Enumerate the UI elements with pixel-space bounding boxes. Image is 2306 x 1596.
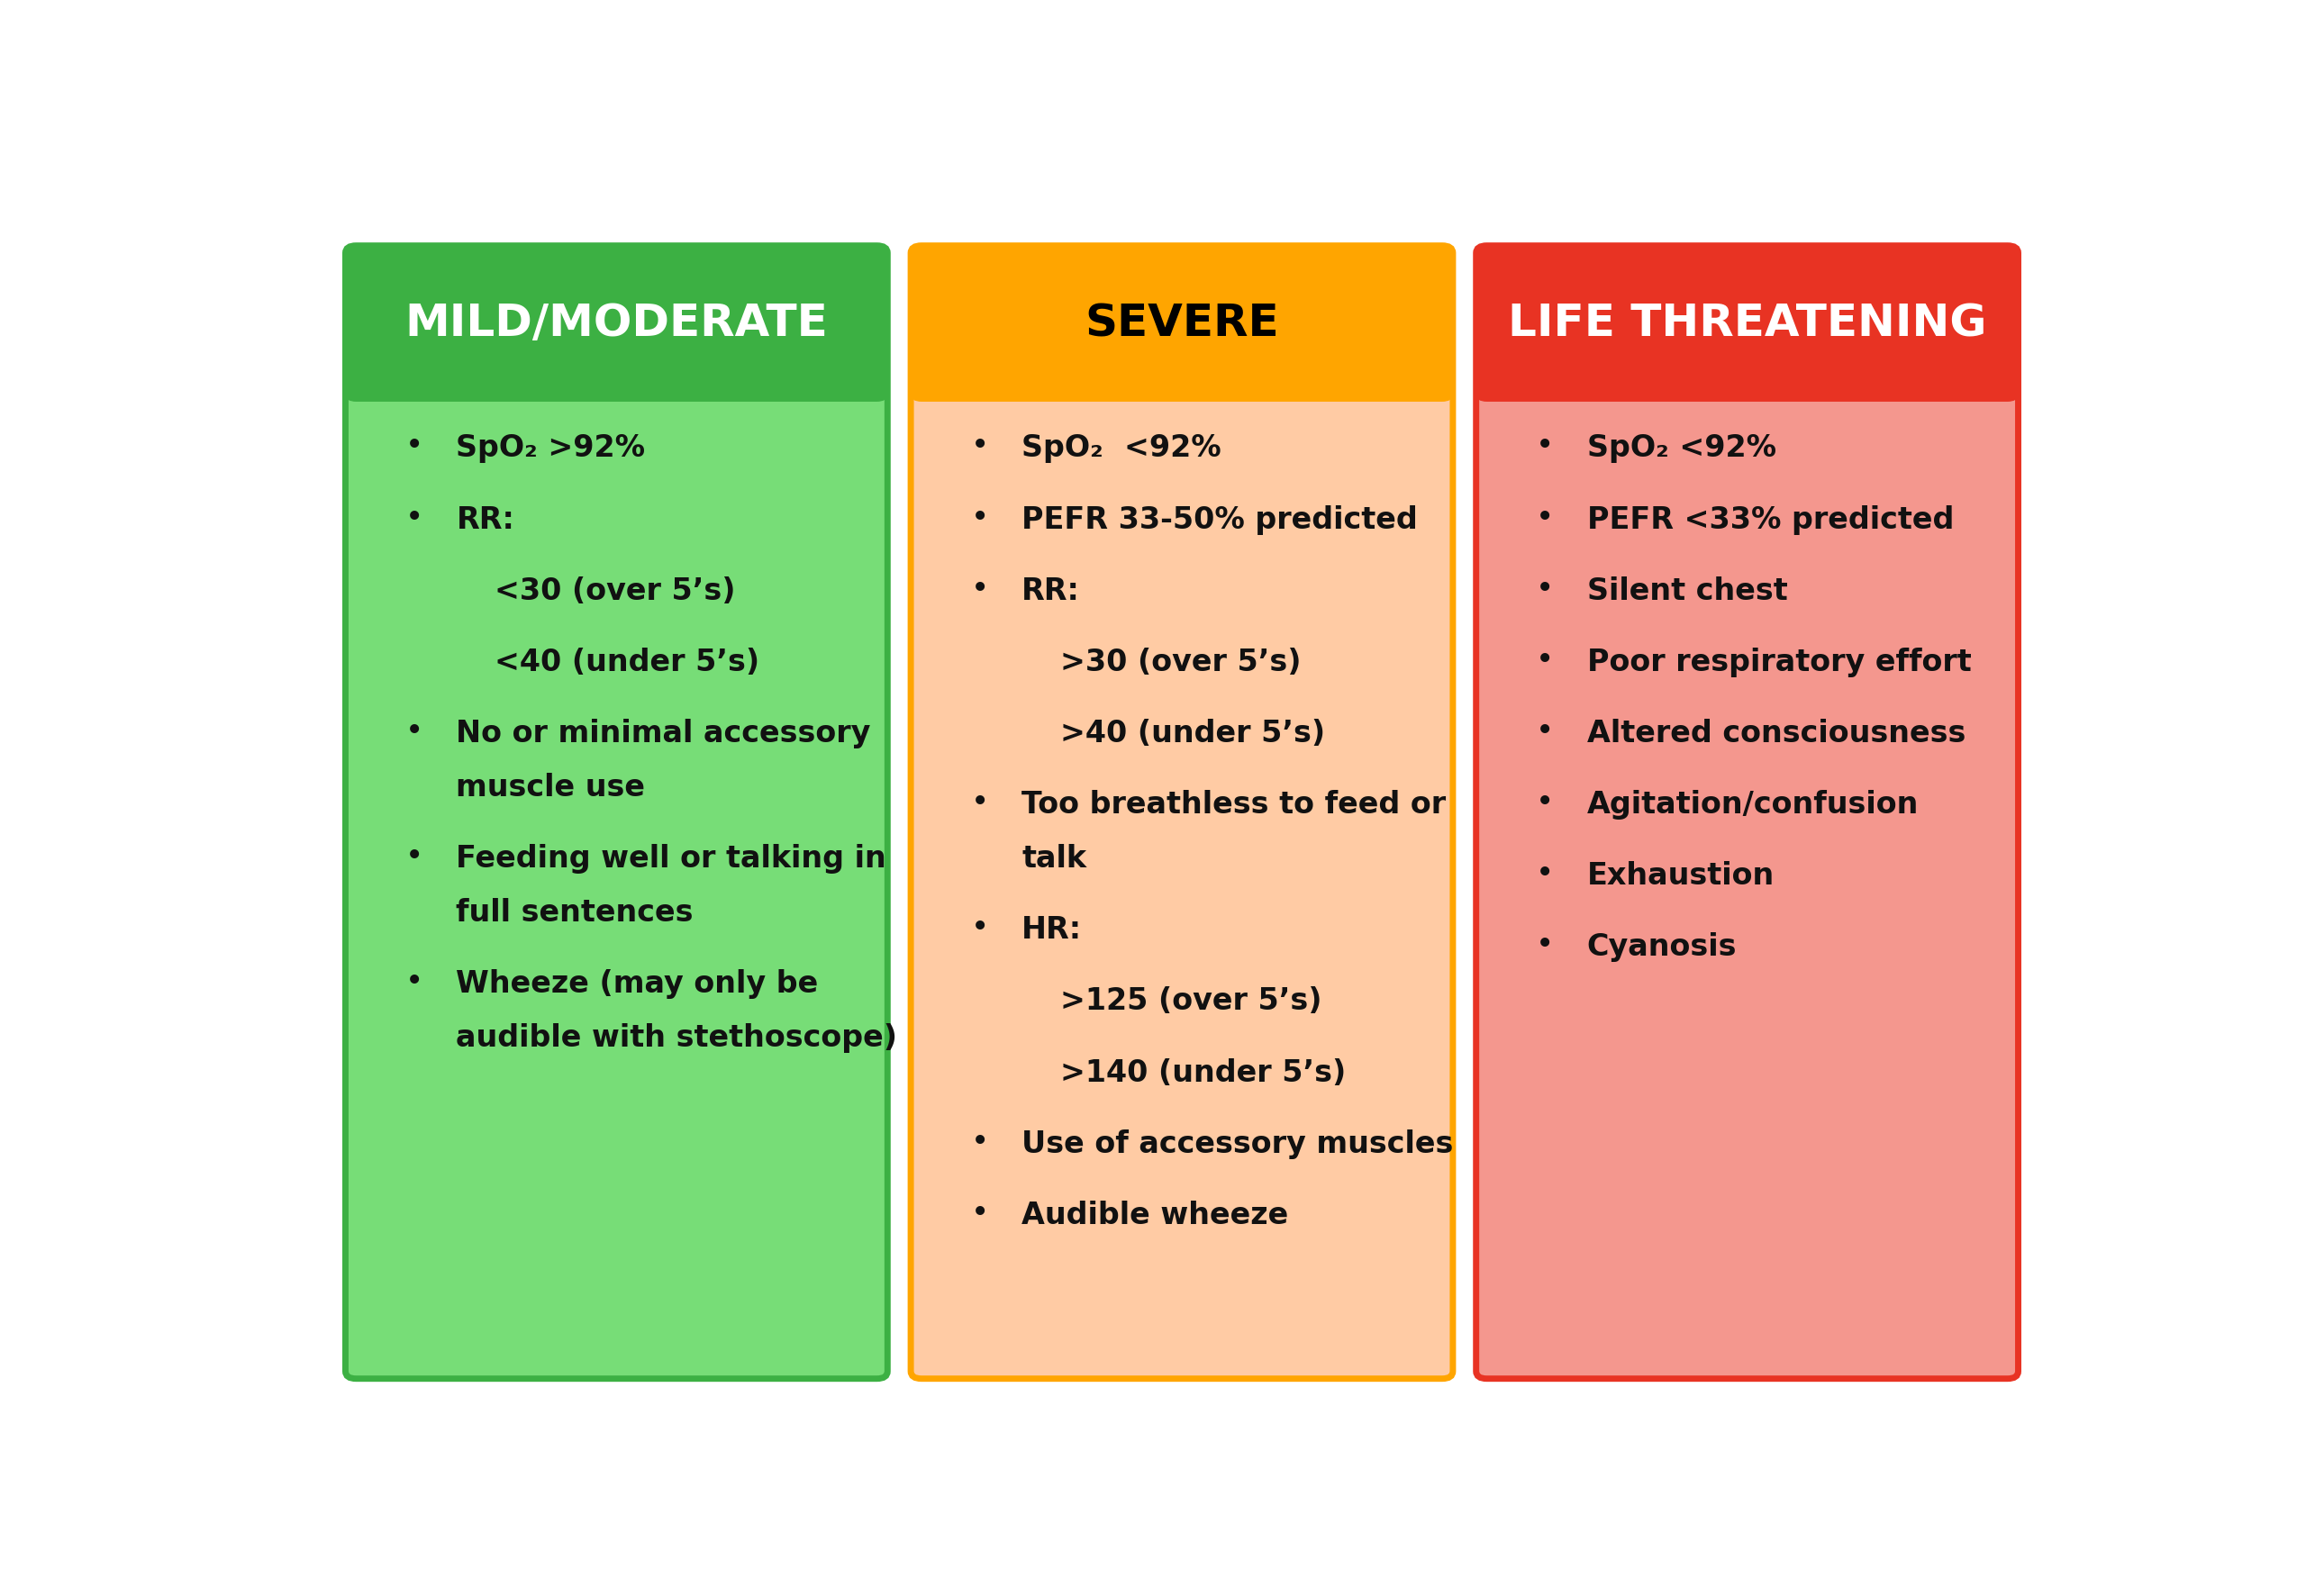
FancyBboxPatch shape [346, 246, 888, 402]
Text: muscle use: muscle use [457, 772, 646, 803]
Text: Audible wheeze: Audible wheeze [1022, 1200, 1289, 1231]
Text: •: • [1536, 718, 1554, 744]
Text: >125 (over 5’s): >125 (over 5’s) [1061, 986, 1321, 1017]
Text: •: • [1536, 576, 1554, 602]
FancyBboxPatch shape [346, 246, 888, 1379]
Text: full sentences: full sentences [457, 899, 694, 927]
Text: HR:: HR: [1022, 916, 1082, 945]
Text: Exhaustion: Exhaustion [1587, 862, 1776, 891]
Text: •: • [1536, 862, 1554, 886]
Text: SEVERE: SEVERE [1084, 302, 1280, 345]
Text: •: • [971, 434, 987, 458]
Text: •: • [1536, 504, 1554, 530]
Text: <40 (under 5’s): <40 (under 5’s) [493, 648, 759, 677]
Text: RR:: RR: [1022, 576, 1079, 606]
Text: Use of accessory muscles: Use of accessory muscles [1022, 1130, 1453, 1159]
Text: •: • [406, 969, 422, 994]
Text: •: • [971, 1200, 987, 1226]
Text: •: • [406, 504, 422, 530]
Text: Poor respiratory effort: Poor respiratory effort [1587, 648, 1972, 677]
Text: LIFE THREATENING: LIFE THREATENING [1508, 302, 1985, 345]
Text: •: • [406, 718, 422, 744]
Text: SpO₂  <92%: SpO₂ <92% [1022, 434, 1222, 463]
Text: •: • [971, 916, 987, 940]
Text: •: • [971, 504, 987, 530]
Bar [364, 338, 869, 394]
Text: •: • [1536, 434, 1554, 458]
Text: Cyanosis: Cyanosis [1587, 932, 1736, 962]
Text: PEFR <33% predicted: PEFR <33% predicted [1587, 504, 1953, 535]
Text: •: • [406, 844, 422, 870]
Text: •: • [971, 576, 987, 602]
FancyBboxPatch shape [1476, 246, 2018, 1379]
Text: audible with stethoscope): audible with stethoscope) [457, 1023, 897, 1053]
Text: •: • [1536, 648, 1554, 672]
Text: Too breathless to feed or: Too breathless to feed or [1022, 790, 1446, 820]
Text: MILD/MODERATE: MILD/MODERATE [406, 302, 828, 345]
Text: >40 (under 5’s): >40 (under 5’s) [1061, 718, 1324, 749]
Text: SpO₂ >92%: SpO₂ >92% [457, 434, 646, 463]
Text: Wheeze (may only be: Wheeze (may only be [457, 969, 819, 999]
Bar [929, 338, 1434, 394]
Text: >30 (over 5’s): >30 (over 5’s) [1061, 648, 1301, 677]
Text: talk: talk [1022, 844, 1086, 873]
Text: RR:: RR: [457, 504, 514, 535]
FancyBboxPatch shape [911, 246, 1453, 402]
FancyBboxPatch shape [1476, 246, 2018, 402]
Text: •: • [1536, 790, 1554, 816]
Text: •: • [1536, 932, 1554, 958]
Bar [1494, 338, 1999, 394]
Text: No or minimal accessory: No or minimal accessory [457, 718, 872, 749]
Text: Agitation/confusion: Agitation/confusion [1587, 790, 1919, 820]
Text: >140 (under 5’s): >140 (under 5’s) [1061, 1058, 1347, 1087]
Text: SpO₂ <92%: SpO₂ <92% [1587, 434, 1776, 463]
Text: PEFR 33-50% predicted: PEFR 33-50% predicted [1022, 504, 1418, 535]
Text: •: • [406, 434, 422, 458]
Text: •: • [971, 790, 987, 816]
Text: Feeding well or talking in: Feeding well or talking in [457, 844, 886, 873]
Text: •: • [971, 1130, 987, 1154]
Text: Silent chest: Silent chest [1587, 576, 1787, 606]
Text: <30 (over 5’s): <30 (over 5’s) [493, 576, 736, 606]
FancyBboxPatch shape [911, 246, 1453, 1379]
Text: Altered consciousness: Altered consciousness [1587, 718, 1965, 749]
